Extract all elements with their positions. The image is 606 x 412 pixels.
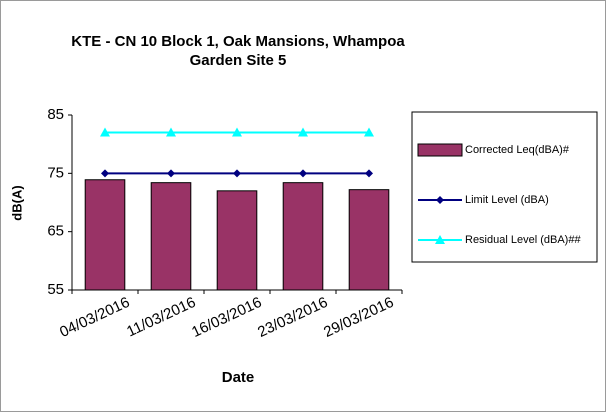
y-tick-label: 75 xyxy=(47,164,64,181)
marker xyxy=(436,196,444,204)
legend-label: Residual Level (dBA)## xyxy=(465,234,581,246)
marker xyxy=(101,169,109,178)
legend-box xyxy=(411,111,598,263)
x-axis-title: Date xyxy=(222,369,255,386)
bar xyxy=(84,179,126,291)
marker xyxy=(364,127,374,137)
marker xyxy=(298,127,308,137)
chart-title: KTE - CN 10 Block 1, Oak Mansions, Whamp… xyxy=(71,33,405,50)
marker xyxy=(232,127,242,137)
y-tick-label: 85 xyxy=(47,106,64,123)
y-tick-label: 65 xyxy=(47,223,64,240)
marker xyxy=(365,169,373,178)
legend-label: Corrected Leq(dBA)# xyxy=(465,144,570,156)
legend-label: Limit Level (dBA) xyxy=(465,194,549,206)
y-axis-title: dB(A) xyxy=(9,185,24,220)
marker xyxy=(435,235,445,244)
y-tick-label: 55 xyxy=(47,281,64,298)
marker xyxy=(167,169,175,178)
bar xyxy=(348,189,390,291)
bar xyxy=(216,190,258,291)
bar xyxy=(150,182,192,291)
chart-title: Garden Site 5 xyxy=(190,52,287,69)
legend-swatch xyxy=(417,143,463,157)
marker xyxy=(100,127,110,137)
marker xyxy=(166,127,176,137)
bar xyxy=(282,182,324,291)
marker xyxy=(299,169,307,178)
marker xyxy=(233,169,241,178)
